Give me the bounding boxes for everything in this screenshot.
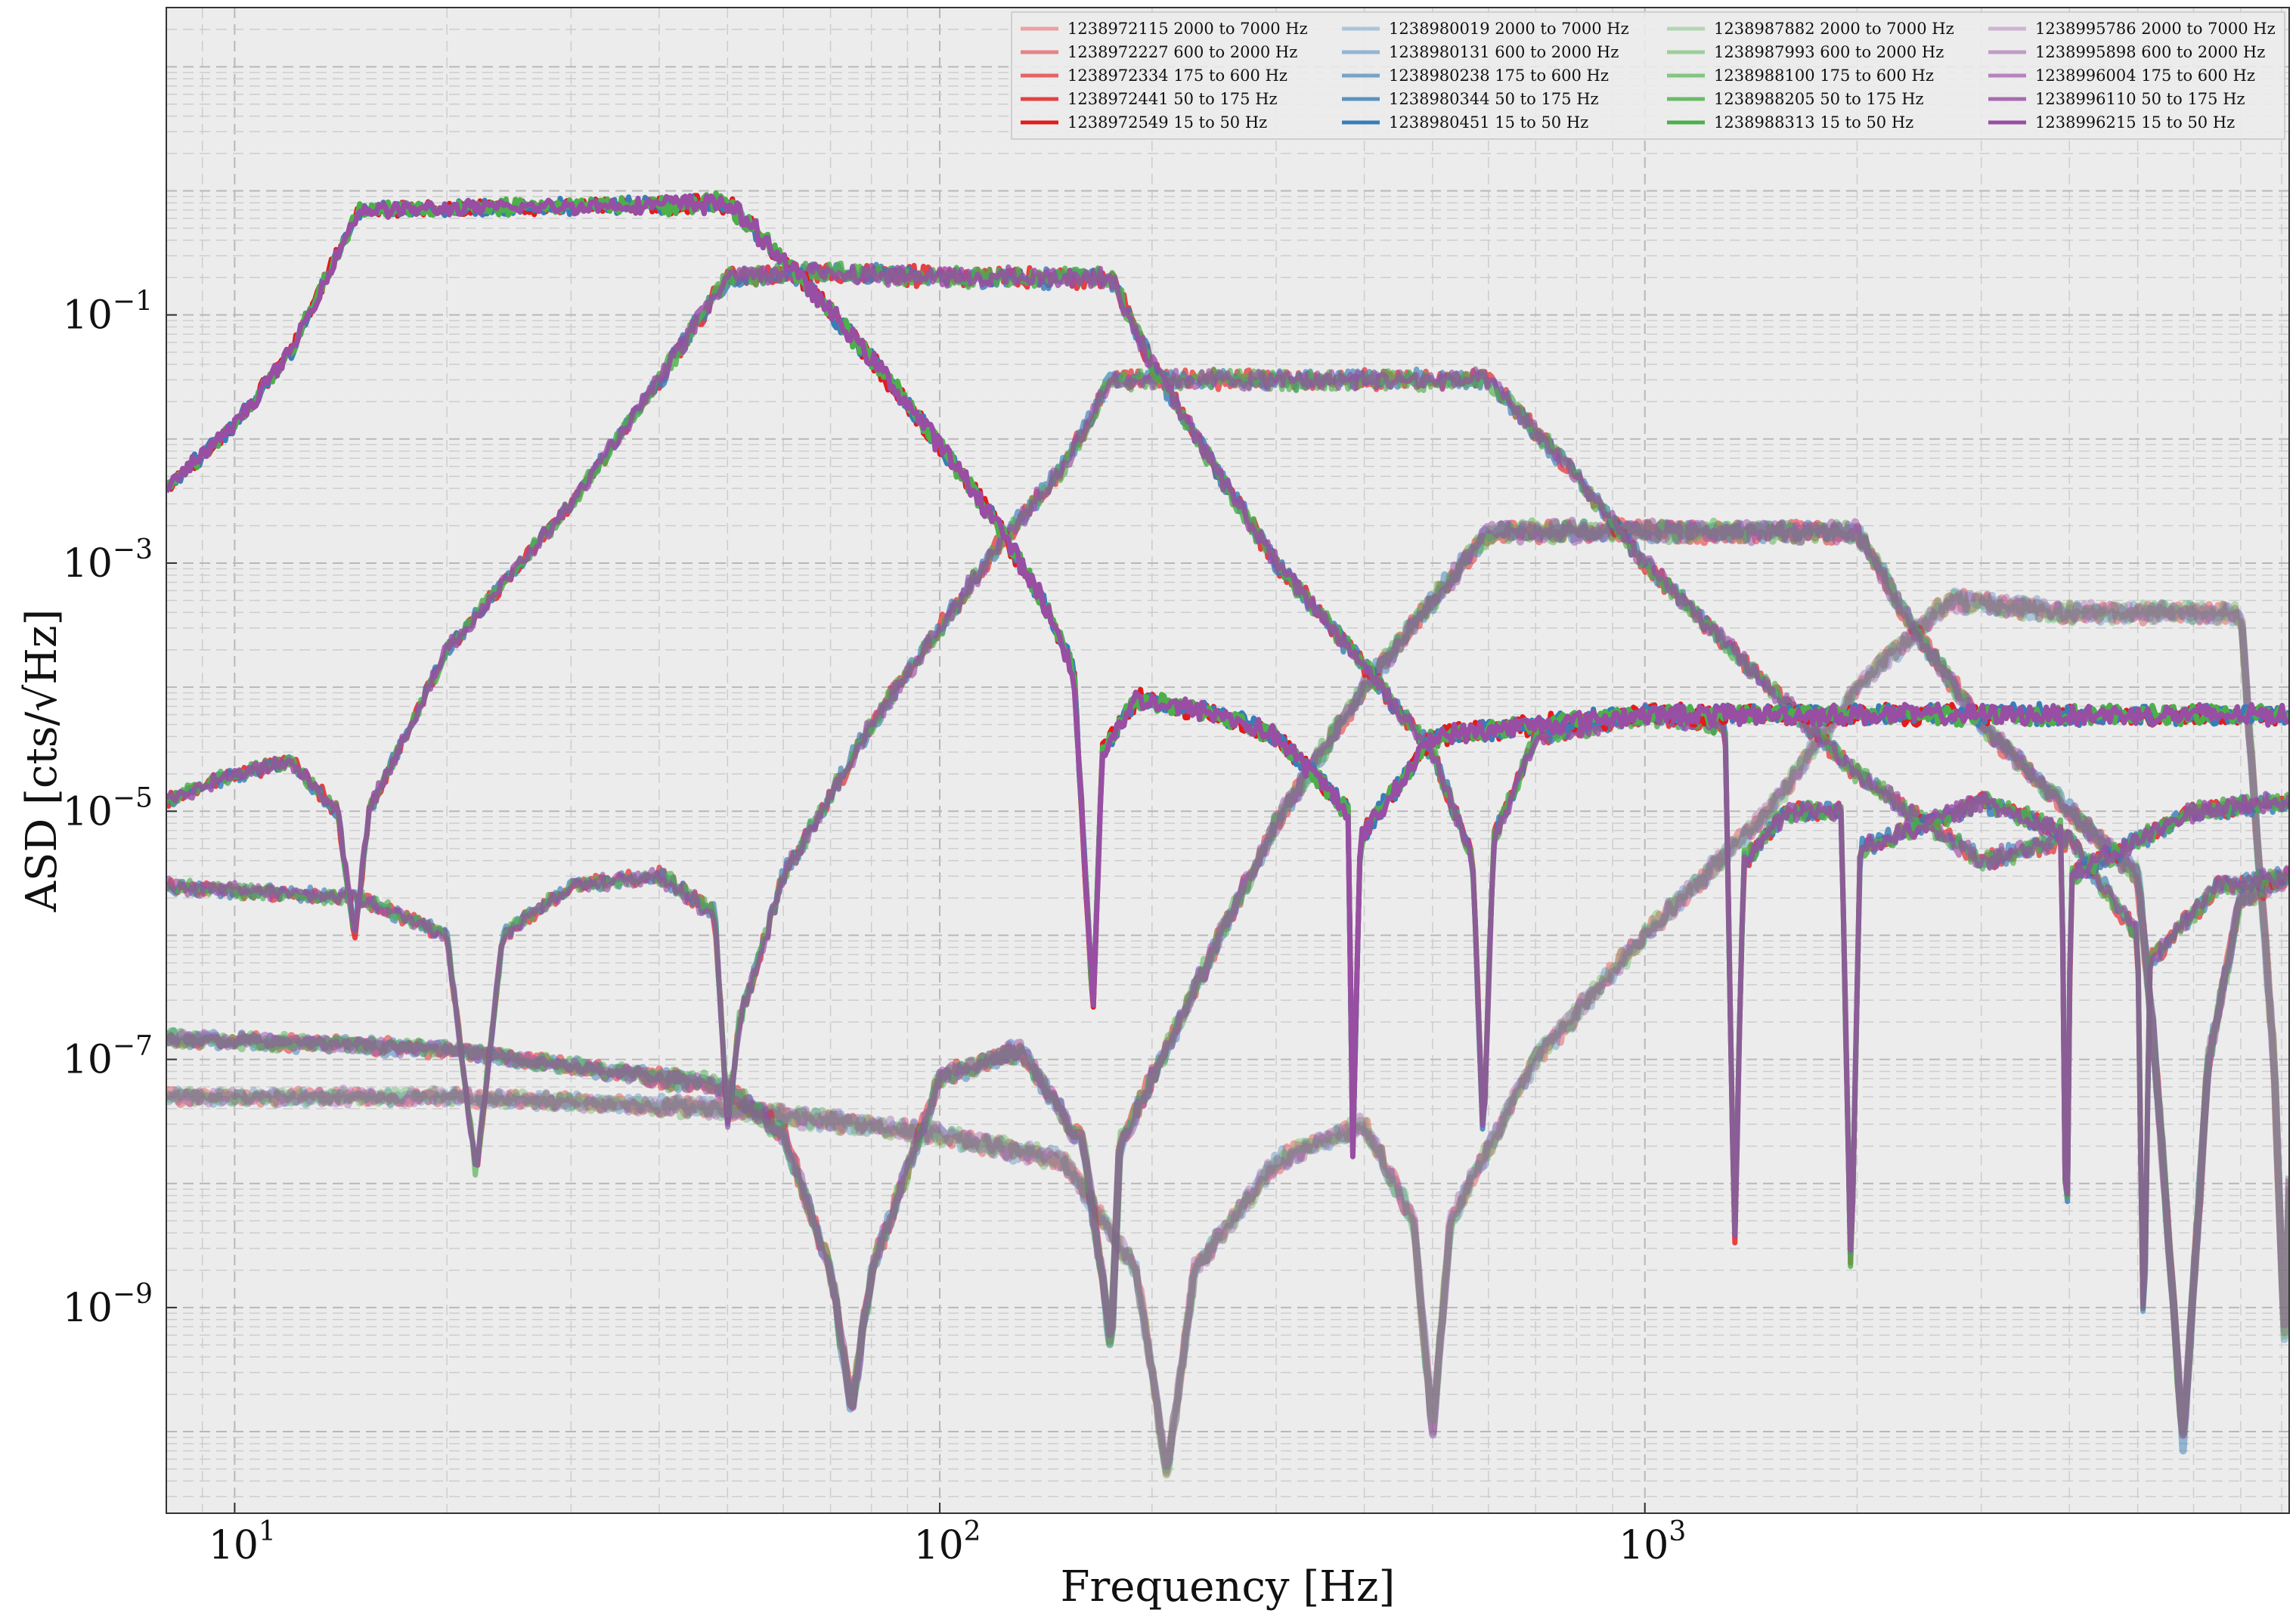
series-line [166, 587, 2289, 1475]
plot-frame [166, 7, 2290, 1514]
legend-entry: 1238996004 175 to 600 Hz [2035, 67, 2255, 85]
y-axis: 10−1 10−3 10−5 10−7 10−9 [63, 286, 177, 1331]
legend-entry: 1238972441 50 to 175 Hz [1067, 90, 1278, 108]
legend-entry: 1238972549 15 to 50 Hz [1067, 113, 1267, 132]
legend-frame [1011, 11, 2285, 140]
legend-entry: 1238972227 600 to 2000 Hz [1067, 43, 1297, 61]
legend-entry: 1238980344 50 to 175 Hz [1389, 90, 1599, 108]
legend-entry: 1238980019 2000 to 7000 Hz [1389, 20, 1629, 38]
y-tick-label: 10−9 [63, 1279, 153, 1331]
legend: 1238972115 2000 to 7000 Hz 1238972227 600… [1011, 11, 2285, 140]
x-axis: 101 102 103 [209, 1503, 1686, 1568]
series-line [166, 261, 2289, 1253]
legend-entry: 1238995786 2000 to 7000 Hz [2035, 20, 2276, 38]
series-line [166, 590, 2289, 1470]
series-line [166, 193, 2289, 1159]
x-tick-label: 101 [209, 1516, 276, 1568]
y-tick-label: 10−1 [63, 286, 153, 339]
legend-entry: 1238996215 15 to 50 Hz [2035, 113, 2235, 132]
legend-entry: 1238996110 50 to 175 Hz [2035, 90, 2245, 108]
series-layer [166, 190, 2289, 1479]
legend-entry: 1238988100 175 to 600 Hz [1714, 67, 1934, 85]
x-tick-label: 102 [914, 1516, 981, 1568]
series-line [166, 587, 2289, 1478]
y-tick-label: 10−5 [63, 782, 153, 834]
legend-entry: 1238980451 15 to 50 Hz [1389, 113, 1588, 132]
legend-entry: 1238980131 600 to 2000 Hz [1389, 43, 1619, 61]
legend-entry: 1238972115 2000 to 7000 Hz [1067, 20, 1308, 38]
legend-entry: 1238987993 600 to 2000 Hz [1714, 43, 1944, 61]
series-line [166, 516, 2289, 1439]
x-tick-label: 103 [1619, 1516, 1686, 1568]
legend-entry: 1238972334 175 to 600 Hz [1067, 67, 1287, 85]
legend-entry: 1238987882 2000 to 7000 Hz [1714, 20, 1954, 38]
plot-area [166, 7, 2290, 1514]
y-tick-label: 10−3 [63, 534, 153, 587]
series-line [166, 589, 2289, 1479]
legend-entry: 1238988205 50 to 175 Hz [1714, 90, 1924, 108]
y-tick-label: 10−7 [63, 1031, 153, 1083]
legend-entry: 1238988313 15 to 50 Hz [1714, 113, 1913, 132]
x-axis-label: Frequency [Hz] [1061, 1562, 1396, 1611]
legend-entry: 1238995898 600 to 2000 Hz [2035, 43, 2265, 61]
legend-entry: 1238980238 175 to 600 Hz [1389, 67, 1609, 85]
y-axis-label: ASD [cts/√Hz] [17, 609, 67, 913]
